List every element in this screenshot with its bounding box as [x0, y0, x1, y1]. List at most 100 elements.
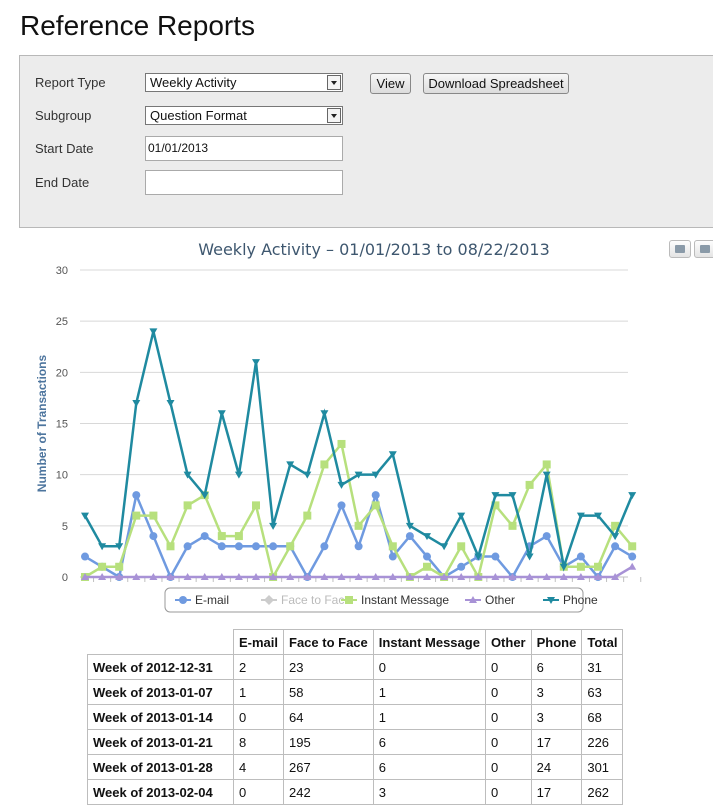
- subgroup-label: Subgroup: [35, 108, 92, 123]
- data-point: [98, 573, 107, 580]
- table-cell: 226: [581, 729, 624, 755]
- table-row-label: Week of 2013-01-28: [87, 754, 234, 780]
- table-row-label: Week of 2013-02-04: [87, 779, 234, 805]
- data-point: [388, 552, 397, 561]
- table-cell: 0: [484, 779, 532, 805]
- table-cell: 31: [581, 654, 624, 680]
- data-point: [166, 573, 175, 580]
- weekly-activity-chart: Weekly Activity – 01/01/2013 to 08/22/20…: [0, 232, 713, 617]
- data-point: [542, 532, 551, 541]
- data-point: [508, 573, 517, 580]
- table-column-header: E-mail: [232, 629, 285, 655]
- data-point: [388, 542, 397, 551]
- y-tick-label: 20: [56, 367, 68, 379]
- legend-item[interactable]: Face to Face: [281, 593, 351, 607]
- data-point: [423, 573, 431, 580]
- y-axis-label: Number of Transactions: [35, 355, 49, 493]
- table-row: Week of 2013-01-21 8 195 6 0 17 226: [87, 729, 624, 755]
- table-cell: 0: [372, 654, 486, 680]
- export-chart-button[interactable]: [694, 240, 713, 258]
- chevron-down-icon[interactable]: [327, 75, 341, 90]
- table-row: Week of 2012-12-31 2 23 0 0 6 31: [87, 654, 624, 680]
- table-column-header: Face to Face: [283, 629, 374, 655]
- data-point: [354, 542, 363, 551]
- data-point: [200, 532, 209, 541]
- data-point: [611, 533, 620, 541]
- legend-item[interactable]: Phone: [563, 593, 598, 607]
- data-point: [474, 553, 483, 561]
- table-cell: 0: [484, 654, 532, 680]
- table-cell: 1: [372, 704, 486, 730]
- data-point: [269, 542, 278, 551]
- legend-marker: [345, 596, 353, 604]
- table-cell: 0: [232, 704, 285, 730]
- data-point: [115, 573, 124, 580]
- data-point: [576, 552, 585, 561]
- data-point: [303, 471, 312, 479]
- data-point: [286, 542, 295, 551]
- data-point: [286, 461, 295, 469]
- data-point: [183, 573, 192, 580]
- chart-legend: [164, 587, 584, 613]
- table-header-row: E-mail Face to Face Instant Message Other Ph…: [87, 629, 624, 655]
- data-point: [166, 400, 175, 408]
- data-point: [423, 552, 431, 561]
- start-date-input[interactable]: 01/01/2013: [145, 136, 343, 161]
- data-point: [628, 552, 637, 561]
- data-point: [269, 522, 278, 530]
- page-title: Reference Reports: [20, 10, 256, 41]
- chart-svg: Weekly Activity – 01/01/2013 to 08/22/20…: [35, 240, 642, 613]
- legend-item[interactable]: E-mail: [195, 593, 229, 607]
- data-point: [611, 542, 620, 551]
- table-cell: 3: [372, 779, 486, 805]
- data-point: [423, 562, 431, 571]
- table-cell: 8: [232, 729, 285, 755]
- legend-item[interactable]: Other: [485, 593, 515, 607]
- print-chart-button[interactable]: [669, 240, 691, 258]
- data-point: [594, 562, 602, 571]
- legend-item[interactable]: Instant Message: [361, 593, 449, 607]
- data-point: [354, 521, 363, 530]
- data-point: [132, 573, 141, 580]
- end-date-input[interactable]: [145, 170, 343, 195]
- data-point: [525, 480, 534, 489]
- data-point: [166, 542, 175, 551]
- chevron-down-icon[interactable]: [327, 108, 341, 123]
- data-point: [320, 542, 329, 551]
- view-button[interactable]: View: [370, 73, 411, 94]
- data-point: [354, 471, 363, 479]
- start-date-label: Start Date: [35, 141, 94, 156]
- filter-panel: Report Type Weekly Activity View Downloa…: [19, 55, 713, 228]
- data-point: [115, 543, 124, 551]
- table-column-header: Other: [484, 629, 532, 655]
- data-point: [252, 542, 260, 551]
- data-point: [132, 400, 141, 408]
- data-point: [628, 542, 637, 551]
- download-spreadsheet-button[interactable]: Download Spreadsheet: [423, 73, 569, 94]
- table-cell: 1: [372, 679, 486, 705]
- data-point: [388, 451, 397, 459]
- report-type-select[interactable]: Weekly Activity: [145, 73, 343, 92]
- data-point: [234, 471, 243, 479]
- data-point: [234, 573, 243, 580]
- table-corner-cell: [87, 629, 234, 655]
- table-column-header: Total: [581, 629, 624, 655]
- data-point: [234, 532, 243, 541]
- table-cell: 6: [372, 754, 486, 780]
- table-cell: 64: [283, 704, 374, 730]
- table-row-label: Week of 2013-01-14: [87, 704, 234, 730]
- table-cell: 17: [530, 729, 583, 755]
- table-cell: 3: [530, 704, 583, 730]
- table-cell: 267: [283, 754, 374, 780]
- legend-marker: [179, 596, 187, 604]
- data-point: [491, 501, 500, 510]
- data-point: [252, 359, 260, 367]
- data-point: [559, 573, 568, 580]
- table-cell: 0: [484, 679, 532, 705]
- subgroup-select[interactable]: Question Format: [145, 106, 343, 125]
- data-point: [628, 562, 637, 570]
- data-point: [115, 562, 124, 571]
- data-point: [149, 328, 158, 336]
- data-point: [388, 573, 397, 580]
- table-cell: 6: [372, 729, 486, 755]
